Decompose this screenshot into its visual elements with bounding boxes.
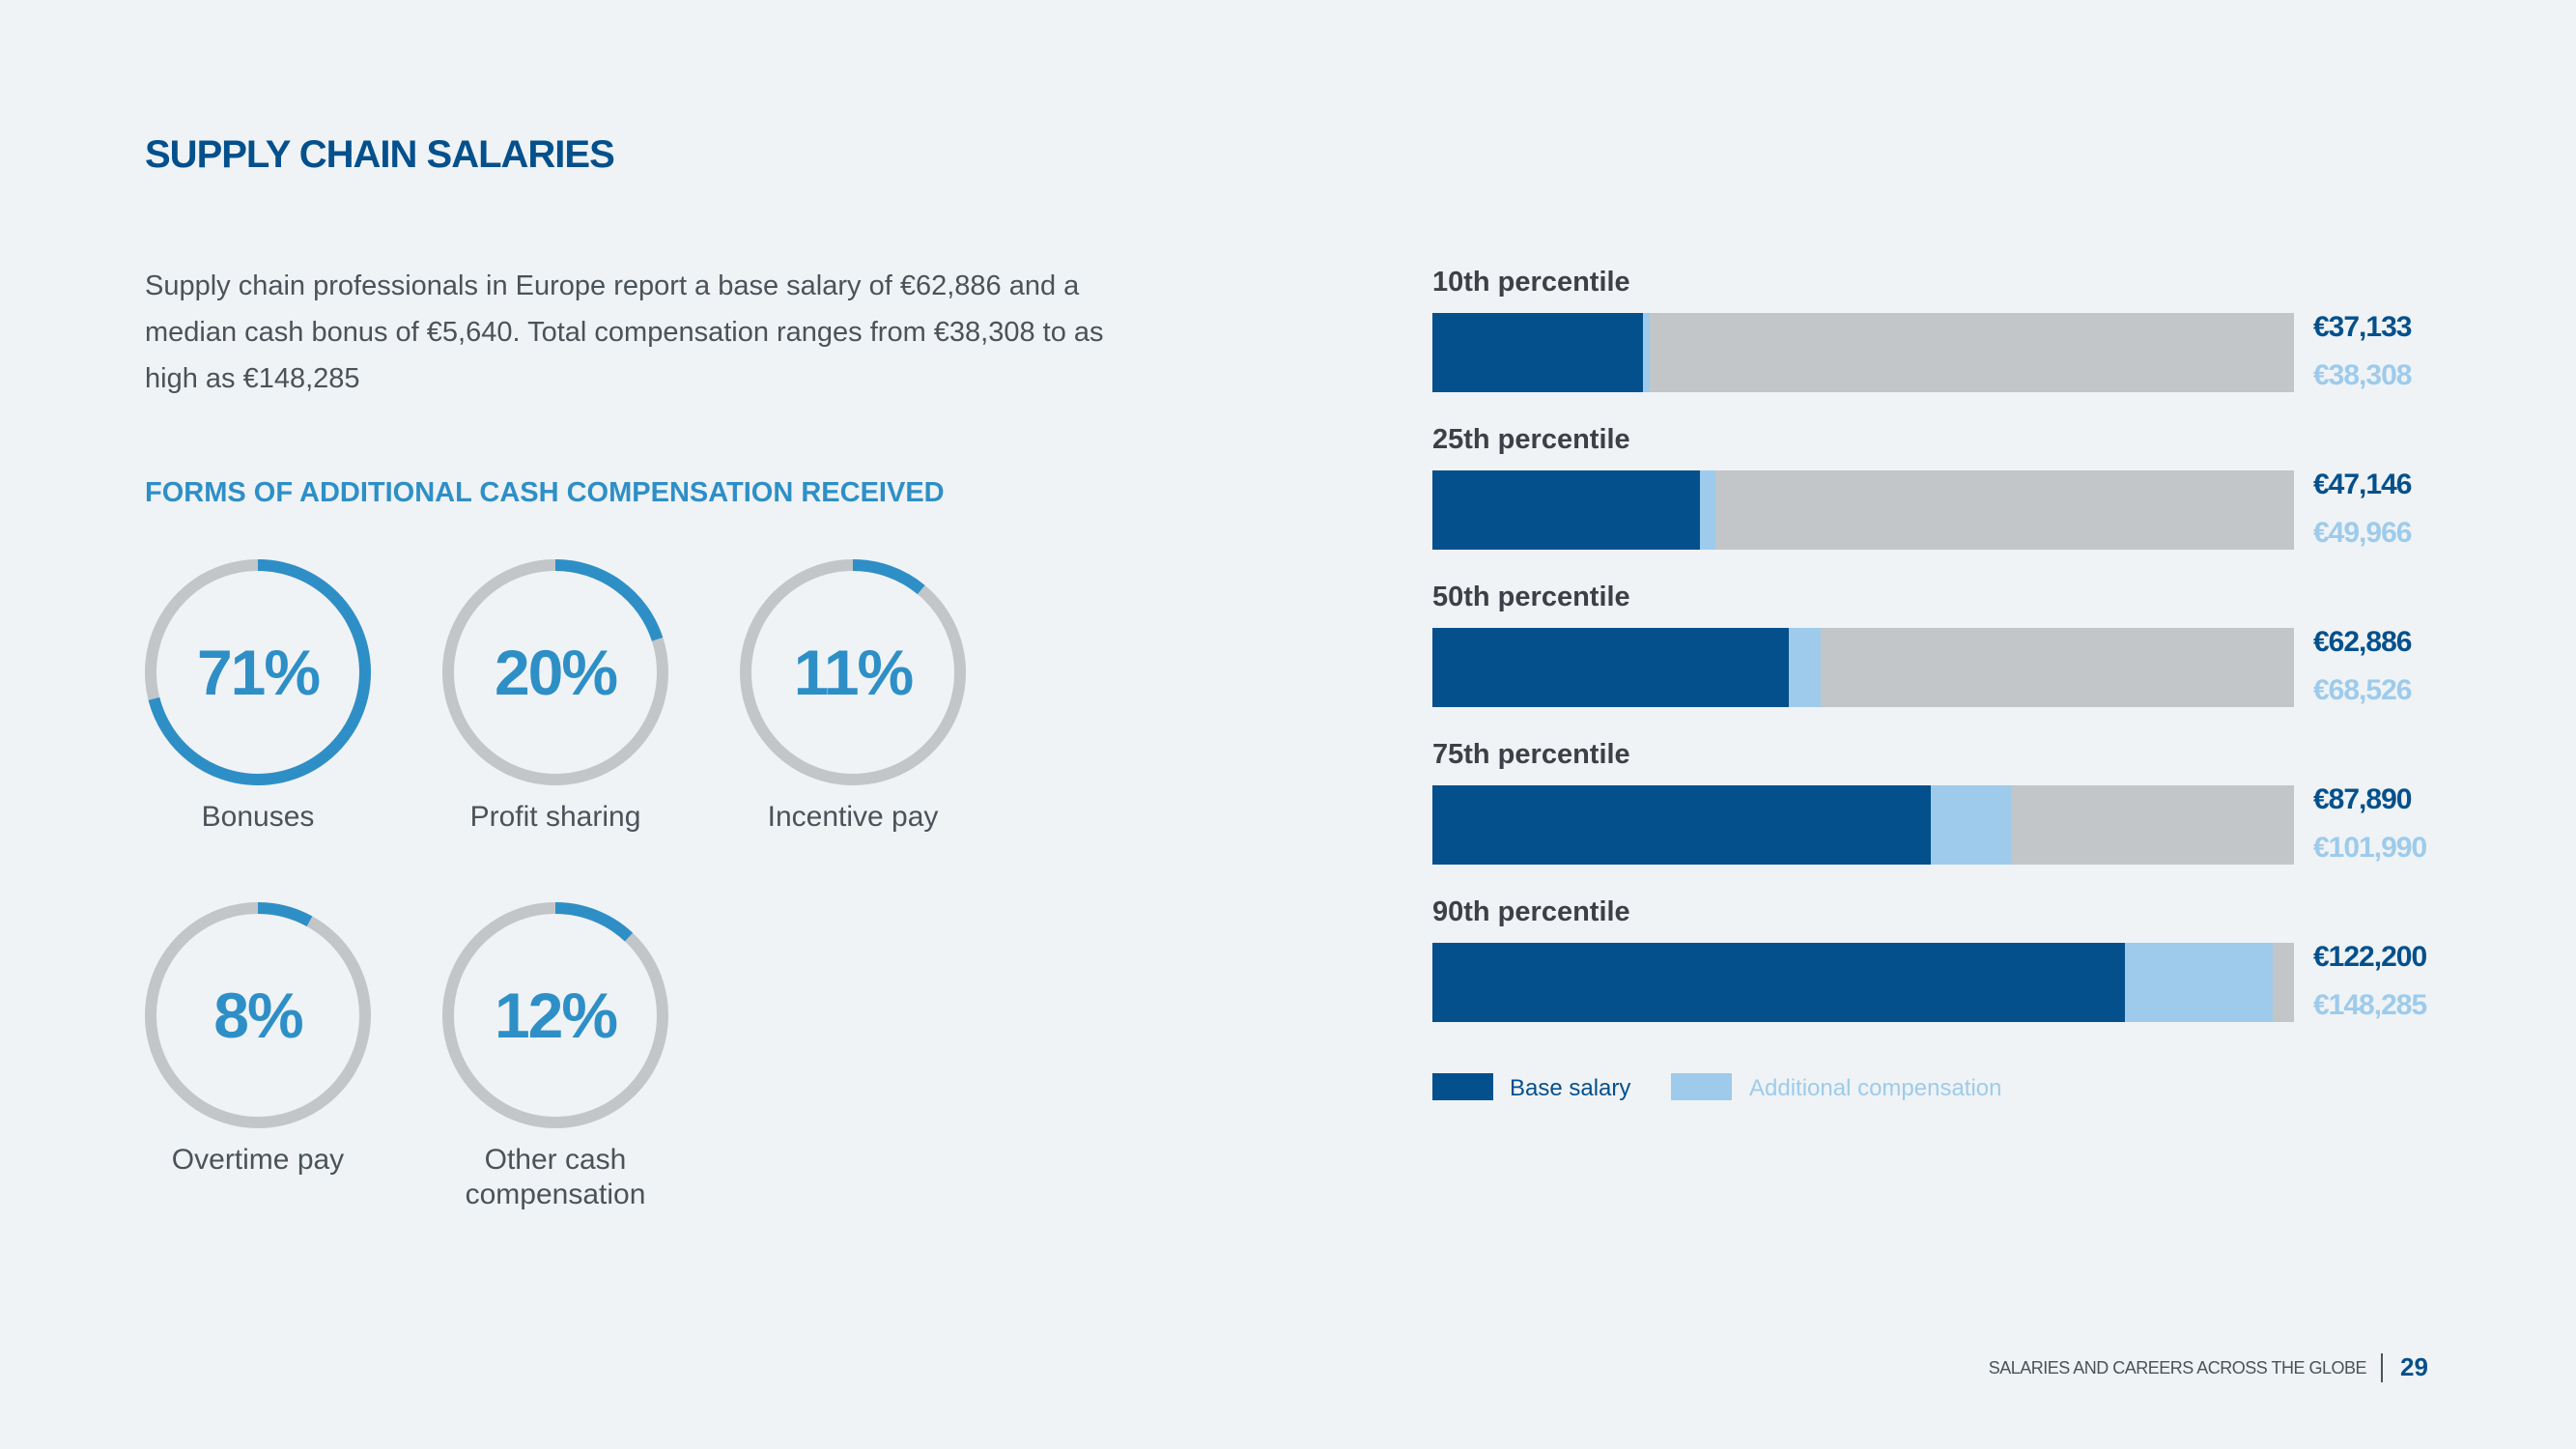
total-compensation-value: €38,308 bbox=[2313, 359, 2412, 391]
donut-chart: 12% bbox=[439, 899, 671, 1131]
donut-category-label: Other cash compensation bbox=[465, 1144, 646, 1210]
percentile-label: 90th percentile bbox=[1432, 896, 1630, 927]
donut-category-label: Profit sharing bbox=[469, 801, 641, 833]
bar-track bbox=[1432, 785, 2294, 865]
donut-percent-label: 11% bbox=[793, 637, 914, 708]
donut-svg bbox=[442, 559, 668, 785]
bar-additional-compensation bbox=[1642, 313, 1650, 392]
donut-category-label: Bonuses bbox=[201, 801, 315, 833]
bar-base-salary bbox=[1432, 628, 1790, 707]
total-compensation-value: €148,285 bbox=[2313, 989, 2427, 1021]
donut-chart: 71% bbox=[142, 556, 374, 788]
section-title: FORMS OF ADDITIONAL CASH COMPENSATION RE… bbox=[145, 477, 945, 508]
percentile-label: 10th percentile bbox=[1432, 267, 1630, 298]
donut-value-arc bbox=[145, 902, 371, 1128]
footer-separator bbox=[2381, 1353, 2383, 1382]
bar-base-salary bbox=[1432, 943, 2126, 1022]
bar-track bbox=[1432, 313, 2294, 392]
donut-svg bbox=[145, 559, 371, 785]
donut-value-arc bbox=[442, 902, 668, 1128]
donut-chart: 8% bbox=[142, 899, 374, 1131]
donut-percent-label: 12% bbox=[494, 980, 618, 1051]
footer-publication-title: SALARIES AND CAREERS ACROSS THE GLOBE bbox=[1988, 1358, 2367, 1378]
percentile-label: 75th percentile bbox=[1432, 739, 1630, 770]
base-salary-value: €47,146 bbox=[2313, 469, 2412, 500]
legend-swatch-additional bbox=[1671, 1073, 1732, 1100]
bar-track bbox=[1432, 470, 2294, 550]
donut-value-arc bbox=[740, 559, 966, 785]
donut-percent-label: 8% bbox=[213, 980, 303, 1051]
donut-chart: 11% bbox=[737, 556, 969, 788]
donut-percent-label: 71% bbox=[196, 637, 321, 708]
legend-swatch-base bbox=[1432, 1073, 1493, 1100]
page-title: SUPPLY CHAIN SALARIES bbox=[145, 133, 615, 176]
bar-additional-compensation bbox=[2125, 943, 2274, 1022]
total-compensation-value: €68,526 bbox=[2313, 674, 2412, 706]
intro-paragraph: Supply chain professionals in Europe rep… bbox=[145, 270, 1104, 394]
bar-additional-compensation bbox=[1789, 628, 1822, 707]
bar-additional-compensation bbox=[1930, 785, 2011, 865]
base-salary-value: €87,890 bbox=[2313, 783, 2412, 815]
base-salary-value: €37,133 bbox=[2313, 311, 2412, 343]
donut-chart: 20% bbox=[439, 556, 671, 788]
donut-category-label: Incentive pay bbox=[767, 801, 939, 833]
donut-svg bbox=[740, 559, 966, 785]
total-compensation-value: €49,966 bbox=[2313, 517, 2412, 549]
bar-additional-compensation bbox=[1699, 470, 1716, 550]
base-salary-value: €62,886 bbox=[2313, 626, 2412, 658]
percentile-label: 50th percentile bbox=[1432, 582, 1630, 612]
legend-label-base: Base salary bbox=[1510, 1075, 1631, 1101]
donut-category-label: Overtime pay bbox=[171, 1144, 345, 1176]
page-number: 29 bbox=[2400, 1352, 2428, 1381]
bar-base-salary bbox=[1432, 785, 1931, 865]
percentile-label: 25th percentile bbox=[1432, 424, 1630, 455]
donut-value-arc bbox=[145, 559, 371, 785]
donut-percent-label: 20% bbox=[494, 637, 618, 708]
bar-track bbox=[1432, 943, 2294, 1022]
bar-base-salary bbox=[1432, 313, 1643, 392]
donut-svg bbox=[145, 902, 371, 1128]
legend-label-additional: Additional compensation bbox=[1749, 1075, 2002, 1101]
base-salary-value: €122,200 bbox=[2313, 941, 2427, 973]
bar-base-salary bbox=[1432, 470, 1700, 550]
total-compensation-value: €101,990 bbox=[2313, 832, 2427, 864]
bar-track bbox=[1432, 628, 2294, 707]
donut-value-arc bbox=[442, 559, 668, 785]
donut-svg bbox=[442, 902, 668, 1128]
